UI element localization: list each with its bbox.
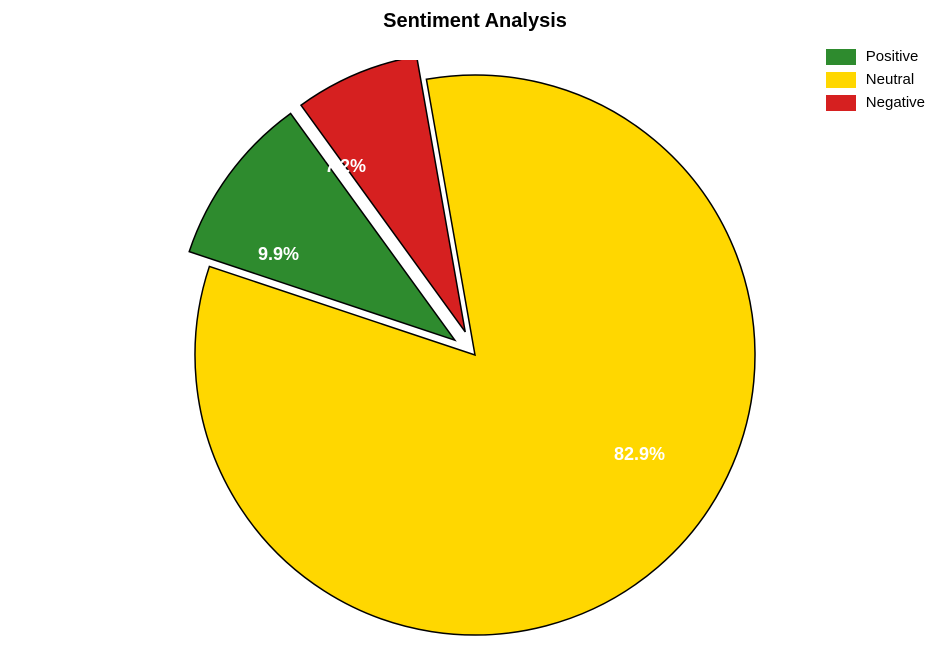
legend-item-neutral: Neutral: [826, 71, 925, 88]
legend: Positive Neutral Negative: [826, 48, 925, 111]
slice-label-positive: 9.9%: [258, 244, 299, 265]
chart-title: Sentiment Analysis: [383, 10, 567, 33]
legend-swatch-positive: [826, 49, 856, 65]
slice-label-neutral: 82.9%: [614, 444, 665, 465]
legend-label-positive: Positive: [866, 48, 919, 65]
legend-swatch-neutral: [826, 72, 856, 88]
legend-swatch-negative: [826, 95, 856, 111]
legend-label-negative: Negative: [866, 94, 925, 111]
legend-label-neutral: Neutral: [866, 71, 914, 88]
legend-item-positive: Positive: [826, 48, 925, 65]
legend-item-negative: Negative: [826, 94, 925, 111]
slice-label-negative: 7.2%: [325, 156, 366, 177]
pie-chart: [180, 60, 770, 650]
